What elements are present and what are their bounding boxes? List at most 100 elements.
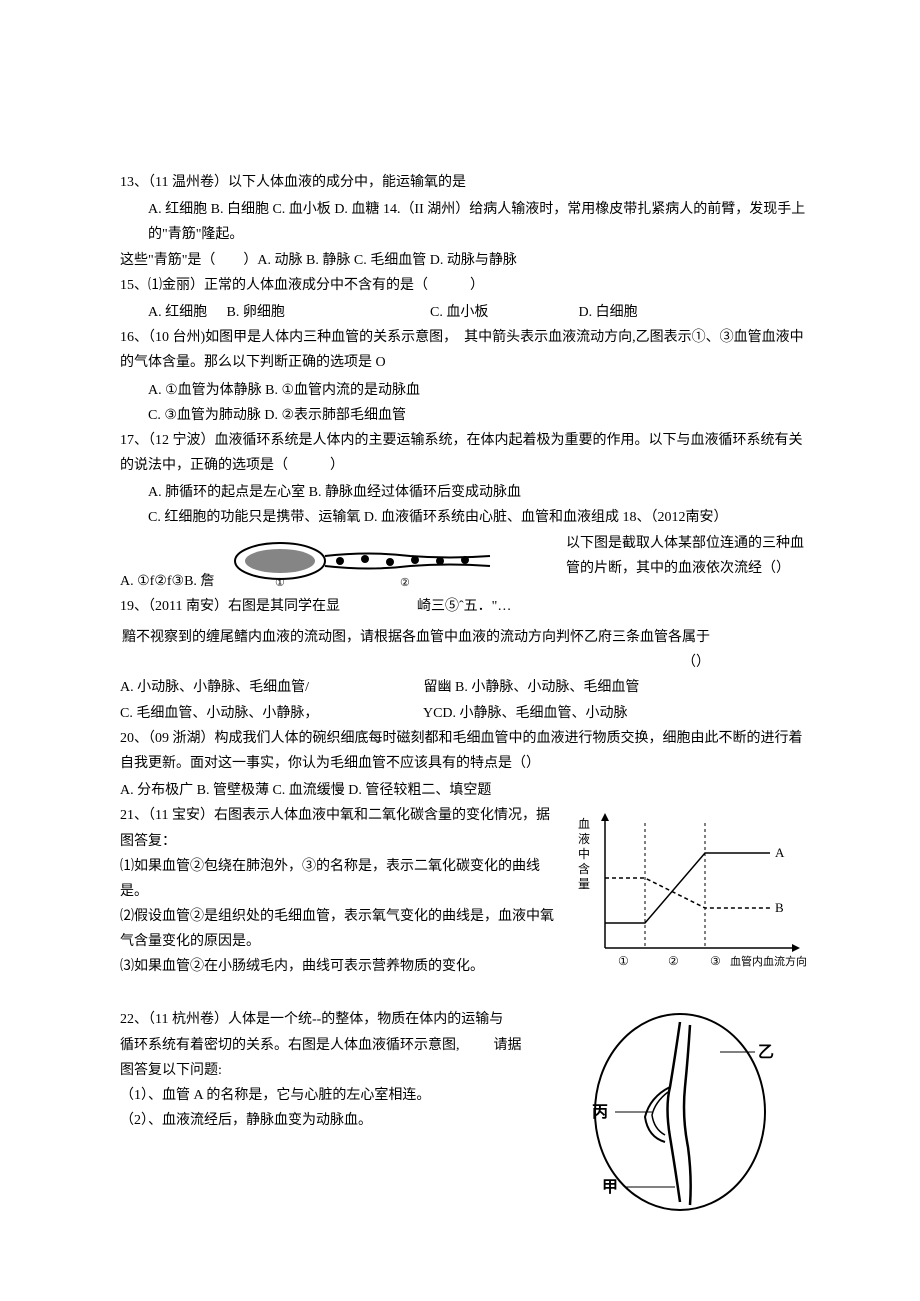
q19-num: 19、 [120, 599, 148, 614]
question-15: 15、⑴金丽）正常的人体血液成分中不含有的是（ ） [120, 273, 810, 298]
q19-text2: 黯不视察到的缠尾鳍内血液的流动图，请根据各血管中血液的流动方向判怀乙府三条血管各… [120, 625, 810, 675]
q15-options: A. 红细胞 B. 卵细胞 C. 血小板 D. 白细胞 [120, 300, 810, 325]
question-22-wrap: 乙 丙 甲 22、（11 杭州卷）人体是一个统--的整体，物质在体内的运输与 循… [120, 1007, 810, 1227]
q19-text1: 右图是其同学在显 [228, 599, 340, 614]
q19-optC: C. 毛细血管、小动脉、小静脉， [120, 701, 420, 726]
q19-optsCD: C. 毛细血管、小动脉、小静脉， YCD. 小静脉、毛细血管、小动脉 [120, 701, 810, 726]
q21-left: 21、（11 宝安）右图表示人体血液中氧和二氧化碳含量的变化情况，据图答复： ⑴… [120, 803, 560, 979]
q16-optB: B. ①血管内流的是动脉血 [265, 383, 420, 398]
q13-options-q14: A. 红细胞 B. 白细胞 C. 血小板 D. 血糖 14.（II 湖州）给病人… [120, 197, 810, 247]
q20-opts: A. 分布极广 B. 管壁极薄 C. 血流缓慢 D. 管径较粗 [120, 783, 421, 798]
q19-source: （2011 南安） [148, 599, 228, 614]
q17-source: （12 宁波） [148, 433, 215, 448]
q22-sub1: （1）、血管 A 的名称是，它与心脏的左心室相连。 [120, 1083, 580, 1108]
capillary-diagram: 乙 丙 甲 [580, 1007, 780, 1207]
section-2: 二、填空题 [421, 783, 491, 798]
q18-source: （2012南安） [650, 510, 727, 525]
svg-text:①: ① [275, 577, 285, 589]
svg-text:中: 中 [578, 846, 590, 861]
q21-num: 21、 [120, 808, 148, 823]
question-13: 13、（11 温州卷）以下人体血液的成分中，能运输氧的是 [120, 170, 810, 195]
q20-text: 构成我们人体的碗织细底每时磁刻都和毛细血管中的血液进行物质交换，细胞由此不断的进… [120, 731, 803, 771]
q17-optB: B. 静脉血经过体循环后变成动脉血 [309, 485, 521, 500]
q22-text: 人体是一个统--的整体，物质在体内的运输与 [228, 1012, 503, 1027]
q19-optD: YCD. 小静脉、毛细血管、小动脉 [423, 706, 628, 721]
chart-lineB-label: B [775, 900, 784, 915]
chart-xtick-2: ② [668, 954, 679, 968]
q13-text: 以下人体血液的成分中，能运输氧的是 [228, 175, 466, 190]
q13-source: （11 温州卷） [148, 175, 228, 190]
q22-header: 22、（11 杭州卷）人体是一个统--的整体，物质在体内的运输与 [120, 1007, 580, 1032]
q17-optC: C. 红细胞的功能只是携带、运输氧 [148, 510, 360, 525]
q19-line1: 19、（2011 南安）右图是其同学在显 崎三⑤ˆ五．"… [120, 594, 810, 619]
q15-num: 15、 [120, 278, 148, 293]
q19-optA: A. 小动脉、小静脉、毛细血管/ [120, 675, 420, 700]
chart-xtick-3: ③ [710, 954, 721, 968]
q21-source: （11 宝安） [148, 808, 214, 823]
q17-optCD-q18: C. 红细胞的功能只是携带、运输氧 D. 血液循环系统由心脏、血管和血液组成 1… [120, 505, 810, 530]
q18-optA: A. ①f②f③ [120, 574, 184, 589]
q13-optC: C. 血小板 [272, 202, 330, 217]
chart-lineA-label: A [775, 845, 785, 860]
svg-text:②: ② [400, 577, 410, 589]
question-21-wrap: A B 血 液 中 含 量 ① ② ③ 血管内血流方向 21、（11 宝安）右图… [120, 803, 810, 1003]
q15-optD: D. 白细胞 [579, 305, 638, 320]
q16-text: 如图甲是人体内三种血管的关系示意图， 其中箭头表示血液流动方向,乙图表示①、③血… [120, 330, 804, 370]
q22-num: 22、 [120, 1012, 148, 1027]
q21-sub2: ⑵假设血管②是组织处的毛细血管，表示氧气变化的曲线是，血液中氧气含量变化的原因是… [120, 904, 560, 954]
blood-vessel-icon: ① ② [230, 531, 510, 591]
chart-21-svg: A B 血 液 中 含 量 ① ② ③ 血管内血流方向 [570, 803, 810, 983]
q19-optB: 留幽 B. 小静脉、小动脉、毛细血管 [424, 680, 640, 695]
q21-header: 21、（11 宝安）右图表示人体血液中氧和二氧化碳含量的变化情况，据图答复： [120, 803, 560, 853]
capillary-svg: 乙 丙 甲 [580, 1007, 780, 1217]
q16-optAB: A. ①血管为体静脉 B. ①血管内流的是动脉血 [120, 378, 810, 403]
question-16: 16、（10 台州)如图甲是人体内三种血管的关系示意图， 其中箭头表示血液流动方… [120, 325, 810, 375]
q22-sub2: （2）、血液流经后，静脉血变为动脉血。 [120, 1108, 580, 1133]
q22-source: （11 杭州卷） [148, 1012, 228, 1027]
q13-num: 13、 [120, 175, 148, 190]
q20-source: （09 浙湖） [148, 731, 215, 746]
q18-num: 18、 [622, 510, 650, 525]
q14-line2: 这些"青筋"是（ ）A. 动脉 B. 静脉 C. 毛细血管 D. 动脉与静脉 [120, 248, 810, 273]
svg-text:含: 含 [578, 861, 590, 876]
q15-optA: A. 红细胞 [148, 300, 223, 325]
q18-optsAB: A. ①f②f③B. 詹 [120, 531, 230, 594]
q16-optA: A. ①血管为体静脉 [148, 383, 262, 398]
cap-label-bing: 丙 [592, 1103, 608, 1121]
q16-source: （10 台州) [148, 330, 205, 345]
svg-text:液: 液 [578, 831, 590, 846]
q15-optB: B. 卵细胞 [227, 300, 427, 325]
q18-text: 以下图是截取人体某部位连通的三种血管的片断，其中的血液依次流经（） [566, 536, 804, 576]
q13-optA: A. 红细胞 [148, 202, 207, 217]
q15-source: ⑴金丽） [148, 278, 204, 293]
svg-text:量: 量 [578, 877, 590, 891]
cap-label-jia: 甲 [602, 1178, 618, 1196]
q16-optD: D. ②表示肺部毛细血管 [264, 408, 406, 423]
q18-extra: 崎三⑤ˆ五．"… [417, 599, 511, 614]
q22-text2r: 请据 [494, 1038, 522, 1053]
q22-left: 22、（11 杭州卷）人体是一个统--的整体，物质在体内的运输与 循环系统有着密… [120, 1007, 580, 1133]
question-20: 20、（09 浙湖）构成我们人体的碗织细底每时磁刻都和毛细血管中的血液进行物质交… [120, 726, 810, 776]
q17-optAB: A. 肺循环的起点是左心室 B. 静脉血经过体循环后变成动脉血 [120, 480, 810, 505]
q17-optD: D. 血液循环系统由心脏、血管和血液组成 [364, 510, 619, 525]
q20-num: 20、 [120, 731, 148, 746]
q13-optB: B. 白细胞 [211, 202, 269, 217]
chart-xtick-1: ① [618, 954, 629, 968]
q15-text: 正常的人体血液成分中不含有的是（ ） [204, 278, 484, 293]
question-17: 17、（12 宁波）血液循环系统是人体内的主要运输系统，在体内起着极为重要的作用… [120, 428, 810, 478]
q17-text: 血液循环系统是人体内的主要运输系统，在体内起着极为重要的作用。以下与血液循环系统… [120, 433, 803, 473]
q16-optC: C. ③血管为肺动脉 [148, 408, 261, 423]
q19-optsAB: A. 小动脉、小静脉、毛细血管/ 留幽 B. 小静脉、小动脉、毛细血管 [120, 675, 810, 700]
q18-right-text: 以下图是截取人体某部位连通的三种血管的片断，其中的血液依次流经（） [560, 531, 810, 581]
q16-optCD: C. ③血管为肺动脉 D. ②表示肺部毛细血管 [120, 403, 810, 428]
q17-num: 17、 [120, 433, 148, 448]
q22-text3: 图答复以下问题: [120, 1058, 580, 1083]
q20-options-section: A. 分布极广 B. 管壁极薄 C. 血流缓慢 D. 管径较粗二、填空题 [120, 778, 810, 803]
cap-label-yi: 乙 [758, 1044, 774, 1061]
q13-optD: D. 血糖 [334, 202, 379, 217]
q15-optC: C. 血小板 [430, 300, 575, 325]
q21-sub1: ⑴如果血管②包绕在肺泡外，③的名称是，表示二氧化碳变化的曲线是。 [120, 854, 560, 904]
q16-num: 16、 [120, 330, 148, 345]
q18-wrap: 以下图是截取人体某部位连通的三种血管的片断，其中的血液依次流经（） A. ①f②… [120, 531, 810, 594]
q21-sub3: ⑶如果血管②在小肠绒毛内，曲线可表示营养物质的变化。 [120, 954, 560, 979]
